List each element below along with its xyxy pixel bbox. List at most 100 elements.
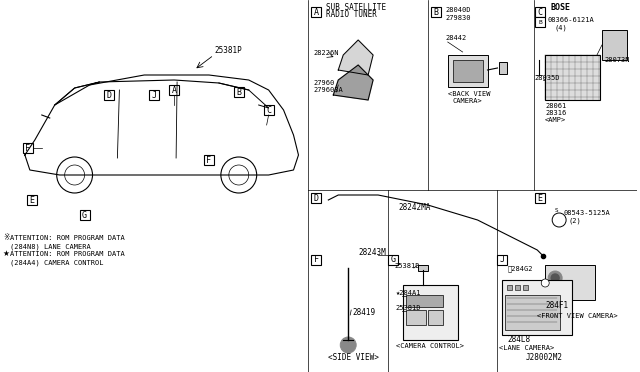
Text: 28061: 28061 (545, 103, 566, 109)
Text: ★: ★ (3, 249, 10, 258)
Text: 28442: 28442 (445, 35, 467, 41)
Text: 28242MA: 28242MA (398, 203, 430, 212)
Bar (502, 280, 572, 335)
Bar (448, 55, 488, 87)
Text: A: A (172, 86, 177, 94)
Bar (535, 7, 545, 17)
Bar (406, 310, 426, 325)
Bar (524, 285, 528, 290)
Text: RADIO TUNER: RADIO TUNER (326, 10, 377, 19)
Bar (388, 255, 398, 265)
Polygon shape (339, 40, 373, 75)
Text: J28002M2: J28002M2 (525, 353, 563, 362)
Text: E: E (538, 193, 543, 202)
Text: 28419: 28419 (352, 308, 375, 317)
Bar (452, 60, 483, 82)
Bar (79, 210, 90, 220)
Text: (4): (4) (554, 24, 567, 31)
Polygon shape (333, 65, 373, 100)
Text: D: D (314, 193, 319, 202)
Text: E: E (29, 196, 35, 205)
Text: 284F1: 284F1 (545, 301, 568, 310)
Text: C: C (266, 106, 271, 115)
Text: ATTENTION: ROM PROGRAM DATA: ATTENTION: ROM PROGRAM DATA (10, 235, 125, 241)
Bar (312, 7, 321, 17)
Bar (418, 265, 428, 271)
Text: 279603A: 279603A (314, 87, 343, 93)
Bar (234, 87, 244, 97)
Bar (149, 90, 159, 100)
Text: D: D (107, 90, 112, 99)
Text: 25381D: 25381D (396, 305, 422, 311)
Bar (428, 310, 443, 325)
Text: (2): (2) (568, 217, 581, 224)
Bar (27, 195, 37, 205)
Text: 08543-5125A: 08543-5125A (563, 210, 610, 216)
Text: ATTENTION: ROM PROGRAM DATA: ATTENTION: ROM PROGRAM DATA (10, 251, 125, 257)
Bar (406, 295, 443, 307)
Bar (602, 30, 627, 60)
Text: (284A4) CAMERA CONTROL: (284A4) CAMERA CONTROL (10, 259, 104, 266)
Text: 25381D: 25381D (394, 263, 419, 269)
Bar (497, 255, 508, 265)
Text: 27960: 27960 (314, 80, 335, 86)
Text: 28040D: 28040D (445, 7, 471, 13)
Text: J: J (152, 90, 157, 99)
Text: F: F (26, 144, 30, 153)
Text: S: S (554, 208, 557, 213)
Bar (515, 285, 520, 290)
Text: 08366-6121A: 08366-6121A (547, 17, 594, 23)
Bar (506, 295, 560, 330)
Text: 28316: 28316 (545, 110, 566, 116)
Text: 28226N: 28226N (314, 50, 339, 56)
Text: 28073N: 28073N (605, 57, 630, 63)
Bar (312, 255, 321, 265)
Bar (169, 85, 179, 95)
Text: 25381P: 25381P (215, 46, 243, 55)
Text: SUB SATELLITE: SUB SATELLITE (326, 3, 387, 12)
Bar (508, 285, 513, 290)
Circle shape (340, 337, 356, 353)
Text: G: G (82, 211, 87, 219)
Text: <LANE CAMERA>: <LANE CAMERA> (499, 345, 555, 351)
Text: <FRONT VIEW CAMERA>: <FRONT VIEW CAMERA> (537, 313, 618, 319)
Text: G: G (390, 256, 396, 264)
Text: CAMERA>: CAMERA> (452, 98, 483, 104)
Text: 28035D: 28035D (534, 75, 560, 81)
Text: F: F (207, 155, 211, 164)
Circle shape (548, 271, 562, 285)
Text: <SIDE VIEW>: <SIDE VIEW> (328, 353, 379, 362)
Text: J: J (500, 256, 505, 264)
Text: BOSE: BOSE (550, 3, 570, 12)
Bar (499, 62, 508, 74)
Text: ※: ※ (3, 233, 10, 242)
Bar (535, 17, 545, 27)
Bar (264, 105, 274, 115)
Bar (204, 155, 214, 165)
Text: C: C (538, 7, 543, 16)
Bar (431, 7, 441, 17)
Bar (545, 55, 600, 100)
Text: B: B (236, 87, 241, 96)
Text: <AMP>: <AMP> (545, 117, 566, 123)
Text: B: B (538, 19, 542, 25)
Bar (23, 143, 33, 153)
Text: 279830: 279830 (445, 15, 471, 21)
Text: <BACK VIEW: <BACK VIEW (448, 91, 490, 97)
Bar (104, 90, 115, 100)
Text: (284N8) LANE CAMERA: (284N8) LANE CAMERA (10, 243, 91, 250)
Circle shape (551, 274, 559, 282)
Bar (403, 285, 458, 340)
Text: B: B (433, 7, 438, 16)
Circle shape (541, 279, 549, 287)
Bar (312, 193, 321, 203)
Bar (545, 265, 595, 300)
Bar (535, 193, 545, 203)
Text: ★284A1: ★284A1 (396, 290, 422, 296)
Text: ※284G2: ※284G2 (508, 265, 533, 272)
Text: A: A (314, 7, 319, 16)
Text: 284L8: 284L8 (508, 335, 531, 344)
Text: 28243M: 28243M (358, 248, 386, 257)
Text: <CAMERA CONTROL>: <CAMERA CONTROL> (396, 343, 464, 349)
Text: F: F (314, 256, 319, 264)
